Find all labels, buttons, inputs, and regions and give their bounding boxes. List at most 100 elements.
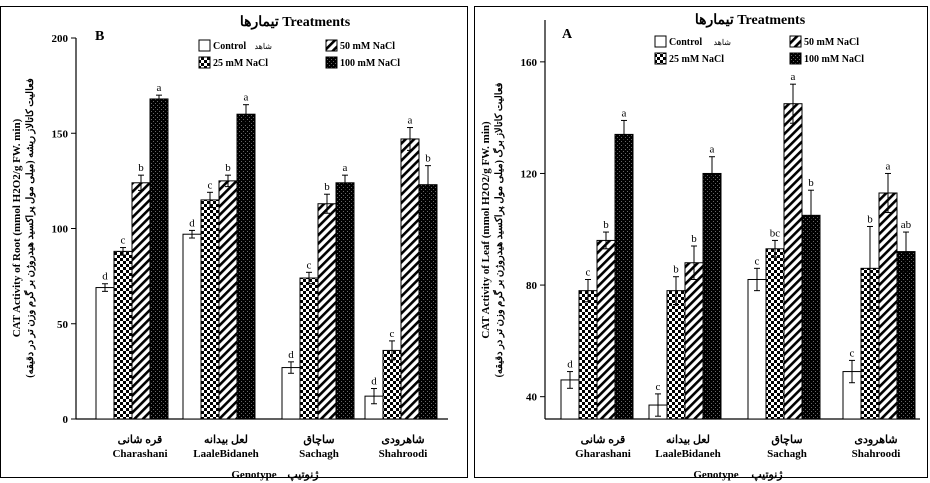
legend-label-control-fa-leaf: شاهد — [713, 38, 731, 47]
bar-leaf-nacl50-1 — [684, 262, 704, 420]
legend-label-25mm-root: 25 mM NaCl — [213, 58, 268, 69]
y-tick-label-leaf-2: 120 — [521, 168, 538, 180]
bar-root-nacl50-3 — [400, 138, 420, 420]
legend-swatch-50mm-root — [325, 39, 338, 52]
y-tick-label-root-0: 0 — [63, 414, 69, 426]
panel-label-a: A — [562, 27, 573, 42]
legend-label-control-fa-root: شاهد — [254, 42, 272, 51]
significance-letter-leaf-nacl100-1: a — [710, 144, 715, 156]
bar-leaf-nacl25-1 — [666, 290, 686, 420]
y-axis-title-leaf-fa: فعالیت کاتالاز برگ (میلی مول پراکسید هید… — [492, 82, 505, 377]
bar-root-nacl50-1 — [218, 180, 238, 420]
chart-leaf: A تیمارها Treatments Control شاهد 50 mM … — [480, 13, 920, 481]
y-tick-label-root-4: 200 — [52, 33, 69, 45]
bar-leaf-nacl50-0 — [596, 239, 616, 420]
significance-letter-root-nacl25-3: c — [390, 328, 395, 340]
significance-letter-root-control-3: d — [371, 376, 377, 388]
legend-swatch-control-leaf — [654, 35, 667, 48]
legend-label-control-leaf: Control — [669, 37, 702, 48]
significance-letter-leaf-nacl25-1: b — [673, 264, 679, 276]
bar-root-nacl25-1 — [200, 199, 220, 420]
bar-root-nacl100-1 — [236, 113, 256, 420]
category-label-fa-root-2: ساچاق — [303, 434, 334, 446]
category-label-en-leaf-0: Gharashani — [575, 448, 631, 460]
legend-swatch-50mm-leaf — [789, 35, 802, 48]
legend-title-root: تیمارها Treatments — [240, 15, 351, 30]
category-label-en-root-3: Shahroodi — [379, 448, 428, 460]
legend-title-leaf: تیمارها Treatments — [695, 13, 806, 28]
bar-root-control-1 — [182, 233, 202, 420]
significance-letter-root-control-2: d — [288, 349, 294, 361]
y-axis-title-root-fa: فعالیت کاتالاز ریشه (میلی مول پراکسید هی… — [23, 78, 36, 378]
bar-leaf-nacl100-0 — [614, 133, 634, 420]
y-tick-label-root-1: 50 — [57, 319, 69, 331]
bar-leaf-nacl50-2 — [783, 103, 803, 420]
legend-swatch-25mm-leaf — [654, 52, 667, 65]
y-axis-title-root-en: CAT Activity of Root (mmol H2O2/g FW. mi… — [11, 118, 23, 337]
significance-letter-root-nacl100-0: a — [157, 82, 162, 94]
bar-root-control-2 — [281, 367, 301, 420]
panel-frame-root — [0, 6, 468, 478]
x-axis-title-leaf-en: Genotype — [693, 469, 738, 481]
category-label-fa-root-3: شاهرودی — [381, 434, 424, 446]
panel-label-b: B — [95, 29, 104, 44]
panel-frame-leaf — [474, 6, 928, 478]
bar-leaf-nacl100-3 — [896, 251, 916, 420]
significance-letter-leaf-nacl50-1: b — [691, 233, 697, 245]
significance-letter-leaf-nacl25-0: c — [586, 266, 591, 278]
significance-letter-leaf-nacl50-0: b — [603, 219, 609, 231]
legend-label-100mm-root: 100 mM NaCl — [340, 58, 400, 69]
category-label-fa-leaf-3: شاهرودی — [854, 434, 897, 446]
bar-leaf-nacl25-2 — [765, 248, 785, 420]
significance-letter-root-nacl25-0: c — [121, 235, 126, 247]
significance-letter-root-nacl50-2: b — [324, 181, 330, 193]
bar-leaf-nacl50-3 — [878, 192, 898, 420]
category-label-en-root-2: Sachagh — [299, 448, 339, 460]
significance-letter-leaf-control-0: d — [567, 359, 573, 371]
significance-letter-root-nacl100-2: a — [343, 162, 348, 174]
bar-root-nacl100-2 — [335, 182, 355, 420]
bar-root-nacl100-0 — [149, 98, 169, 420]
category-label-en-leaf-3: Shahroodi — [852, 448, 901, 460]
significance-letter-root-control-1: d — [189, 217, 195, 229]
x-axis-title-leaf-fa: ژنوتیپ — [751, 469, 783, 481]
significance-letter-leaf-control-1: c — [656, 381, 661, 393]
significance-letter-root-nacl50-0: b — [138, 162, 144, 174]
legend-label-50mm-leaf: 50 mM NaCl — [804, 37, 859, 48]
significance-letter-leaf-nacl25-2: bc — [770, 227, 781, 239]
category-label-fa-leaf-1: لعل بیدانه — [666, 434, 710, 446]
significance-letter-leaf-nacl100-3: ab — [901, 219, 912, 231]
category-label-en-leaf-2: Sachagh — [767, 448, 807, 460]
bar-root-nacl25-0 — [113, 250, 133, 420]
x-axis-title-root-fa: ژنوتیپ — [287, 469, 319, 481]
y-tick-label-leaf-3: 160 — [521, 57, 538, 69]
significance-letter-root-nacl25-1: c — [208, 179, 213, 191]
bar-root-control-0 — [95, 287, 115, 420]
chart-root: B تیمارها Treatments Control شاهد 50 mM … — [11, 15, 448, 481]
y-tick-label-leaf-1: 80 — [526, 280, 538, 292]
category-label-fa-leaf-0: قره شانی — [581, 434, 626, 446]
significance-letter-leaf-nacl50-2: a — [791, 71, 796, 83]
legend-swatch-100mm-root — [325, 56, 338, 69]
significance-letter-root-nacl100-3: b — [425, 153, 431, 165]
significance-letter-leaf-nacl25-3: b — [867, 213, 873, 225]
category-label-fa-root-1: لعل بیدانه — [204, 434, 248, 446]
legend-label-control-root: Control — [213, 41, 246, 52]
y-tick-label-root-3: 150 — [52, 128, 69, 140]
significance-letter-root-nacl100-1: a — [244, 92, 249, 104]
significance-letter-leaf-control-3: c — [850, 347, 855, 359]
category-label-en-leaf-1: LaaleBidaneh — [655, 448, 720, 460]
legend-swatch-100mm-leaf — [789, 52, 802, 65]
bar-root-nacl50-0 — [131, 182, 151, 420]
significance-letter-root-nacl50-1: b — [225, 162, 231, 174]
bar-leaf-control-2 — [747, 278, 767, 420]
bar-leaf-nacl25-0 — [578, 290, 598, 420]
category-label-fa-leaf-2: ساچاق — [771, 434, 802, 446]
significance-letter-leaf-control-2: c — [755, 255, 760, 267]
y-tick-label-root-2: 100 — [52, 224, 69, 236]
significance-letter-root-control-0: d — [102, 271, 108, 283]
category-label-en-root-0: Charashani — [112, 448, 167, 460]
